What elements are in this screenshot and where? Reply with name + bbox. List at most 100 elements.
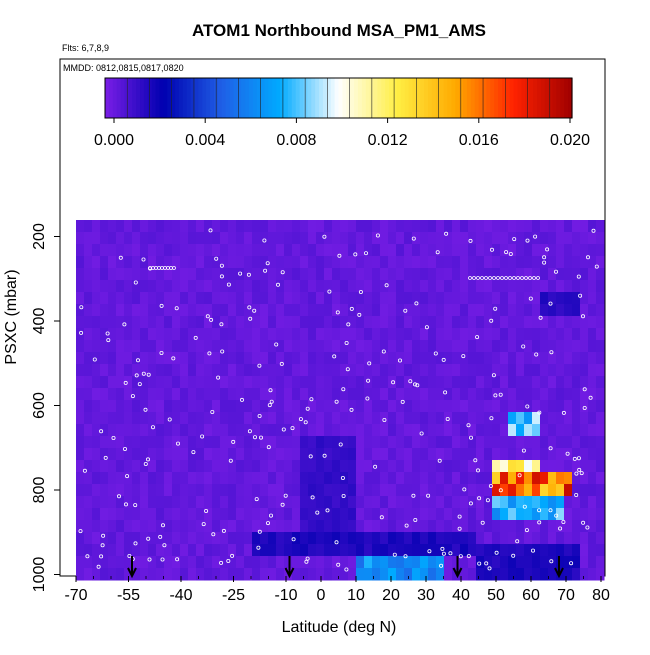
heatmap-cell bbox=[276, 220, 285, 233]
heatmap-cell bbox=[404, 304, 413, 317]
heatmap-cell bbox=[524, 304, 533, 317]
heatmap-cell bbox=[188, 508, 197, 521]
sample-point bbox=[415, 383, 420, 388]
heatmap-cell bbox=[300, 280, 309, 293]
heatmap-cell bbox=[172, 304, 181, 317]
heatmap-cell bbox=[436, 520, 445, 533]
heatmap-cell bbox=[428, 352, 437, 365]
heatmap-cell bbox=[300, 472, 309, 485]
sample-point bbox=[221, 528, 226, 533]
heatmap-cell bbox=[228, 316, 237, 329]
heatmap-cell bbox=[540, 400, 549, 413]
heatmap-cell bbox=[164, 292, 173, 305]
heatmap-cell bbox=[524, 220, 533, 233]
heatmap-cell bbox=[500, 340, 509, 353]
heatmap-cell bbox=[116, 508, 125, 521]
heatmap-cell bbox=[156, 256, 165, 269]
heatmap-cell bbox=[108, 460, 117, 473]
sample-point bbox=[493, 306, 498, 311]
heatmap-cell bbox=[540, 484, 549, 497]
heatmap-cell bbox=[548, 412, 557, 425]
heatmap-cell bbox=[140, 520, 149, 533]
heatmap-cell bbox=[364, 412, 373, 425]
heatmap-cell bbox=[308, 220, 317, 233]
colorbar-swatch bbox=[190, 78, 196, 118]
heatmap-cell bbox=[372, 496, 381, 509]
heatmap-cell bbox=[260, 376, 269, 389]
heatmap-cell bbox=[340, 484, 349, 497]
heatmap-cell bbox=[212, 556, 221, 569]
sample-point bbox=[488, 276, 492, 280]
heatmap-cell bbox=[516, 328, 525, 341]
colorbar-swatch bbox=[400, 78, 406, 118]
heatmap-cell bbox=[548, 472, 557, 485]
heatmap-cell bbox=[76, 568, 85, 581]
heatmap-cell bbox=[412, 460, 421, 473]
heatmap-cell bbox=[404, 472, 413, 485]
heatmap-cell bbox=[476, 400, 485, 413]
heatmap-cell bbox=[596, 484, 605, 497]
sample-point bbox=[545, 247, 550, 252]
heatmap-cell bbox=[436, 484, 445, 497]
heatmap-cell bbox=[452, 436, 461, 449]
heatmap-cell bbox=[92, 484, 101, 497]
heatmap-cell bbox=[380, 508, 389, 521]
heatmap-cell bbox=[500, 436, 509, 449]
heatmap-cell bbox=[132, 232, 141, 245]
heatmap-cell bbox=[508, 340, 517, 353]
heatmap-cell bbox=[396, 508, 405, 521]
heatmap-cell bbox=[484, 436, 493, 449]
heatmap-cell bbox=[492, 532, 501, 545]
heatmap-cell bbox=[380, 484, 389, 497]
heatmap-cell bbox=[132, 340, 141, 353]
heatmap-cell bbox=[172, 328, 181, 341]
heatmap-cell bbox=[252, 280, 261, 293]
heatmap-cell bbox=[532, 484, 541, 497]
heatmap-cell bbox=[292, 412, 301, 425]
heatmap-cell bbox=[212, 268, 221, 281]
heatmap-cell bbox=[140, 268, 149, 281]
heatmap-cell bbox=[196, 448, 205, 461]
heatmap-cell bbox=[380, 364, 389, 377]
sample-point bbox=[548, 508, 553, 513]
heatmap-cell bbox=[572, 232, 581, 245]
heatmap-cell bbox=[260, 436, 269, 449]
heatmap-cell bbox=[468, 448, 477, 461]
sample-point bbox=[536, 276, 540, 280]
heatmap-cell bbox=[140, 388, 149, 401]
heatmap-cell bbox=[156, 280, 165, 293]
heatmap-cell bbox=[396, 544, 405, 557]
heatmap-cell bbox=[484, 520, 493, 533]
heatmap-cell bbox=[476, 544, 485, 557]
heatmap-cell bbox=[404, 352, 413, 365]
heatmap-cell bbox=[76, 316, 85, 329]
sample-point bbox=[262, 238, 267, 243]
heatmap-cell bbox=[180, 232, 189, 245]
heatmap-cell bbox=[412, 304, 421, 317]
heatmap-cell bbox=[180, 532, 189, 545]
colorbar-swatch bbox=[357, 78, 363, 118]
heatmap-cell bbox=[348, 376, 357, 389]
heatmap-cell bbox=[204, 376, 213, 389]
heatmap-cell bbox=[84, 448, 93, 461]
heatmap-cell bbox=[524, 268, 533, 281]
heatmap-cell bbox=[116, 280, 125, 293]
heatmap-cell bbox=[460, 328, 469, 341]
heatmap-cell bbox=[332, 256, 341, 269]
colorbar-swatch bbox=[319, 78, 324, 118]
heatmap-cell bbox=[316, 556, 325, 569]
sample-point bbox=[248, 316, 253, 321]
heatmap-cell bbox=[196, 268, 205, 281]
heatmap-cell bbox=[76, 244, 85, 257]
heatmap-cell bbox=[148, 436, 157, 449]
colorbar-swatch bbox=[299, 78, 305, 118]
heatmap-cell bbox=[396, 364, 405, 377]
sample-point bbox=[468, 501, 473, 506]
heatmap-cell bbox=[188, 280, 197, 293]
heatmap-cell bbox=[124, 376, 133, 389]
heatmap-cell bbox=[540, 244, 549, 257]
heatmap-cell bbox=[132, 256, 141, 269]
heatmap-cell bbox=[140, 448, 149, 461]
heatmap-cell bbox=[84, 316, 93, 329]
heatmap-cell bbox=[204, 304, 213, 317]
